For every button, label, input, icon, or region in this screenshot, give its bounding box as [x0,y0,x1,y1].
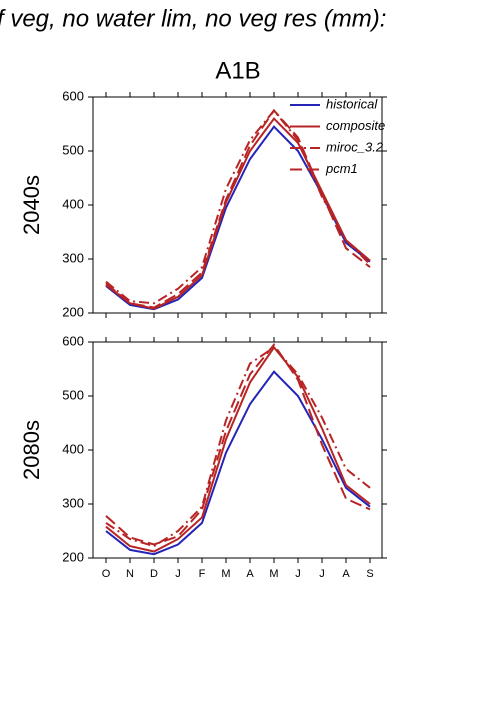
series-line [105,345,371,553]
y-tick-label: 600 [62,88,84,103]
y-axis-label: 2040s [19,175,44,235]
x-tick-label: J [175,568,181,580]
legend-label: historical [326,96,378,111]
y-tick-label: 200 [62,549,84,564]
series-line [105,343,371,546]
x-tick-label: A [342,568,350,580]
series-line [105,108,371,305]
y-tick-label: 500 [62,142,84,157]
x-tick-label: M [221,568,230,580]
series-line [105,370,371,556]
x-tick-label: J [295,568,301,580]
x-tick-label: J [319,568,325,580]
x-tick-label: F [199,568,206,580]
y-tick-label: 500 [62,387,84,402]
y-tick-label: 400 [62,441,84,456]
legend-label: pcm1 [325,161,358,176]
title: f veg, no water lim, no veg res (mm): [0,5,386,32]
subtitle: A1B [215,57,260,84]
x-tick-label: A [246,568,254,580]
y-tick-label: 200 [62,304,84,319]
x-tick-label: S [366,568,373,580]
series-line [105,108,371,309]
y-tick-label: 400 [62,196,84,211]
y-tick-label: 300 [62,495,84,510]
y-tick-label: 600 [62,333,84,348]
x-tick-label: N [126,568,134,580]
series-line [105,346,371,548]
x-tick-label: O [102,568,111,580]
x-tick-label: D [150,568,158,580]
x-tick-label: M [269,568,278,580]
legend-label: composite [326,118,385,133]
plot-frame [92,341,383,559]
y-tick-label: 300 [62,250,84,265]
legend-label: miroc_3.2 [326,139,384,154]
y-axis-label: 2080s [19,420,44,480]
